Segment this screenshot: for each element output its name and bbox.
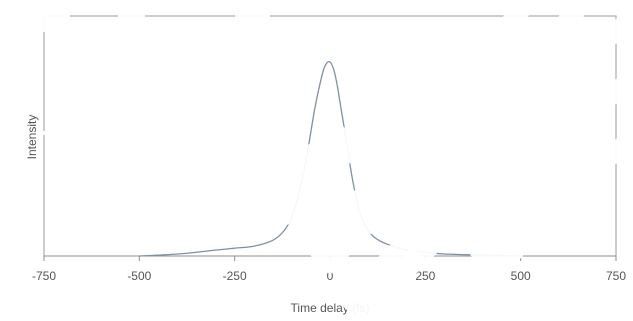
x-tick-label: -250 (223, 269, 247, 283)
x-tick-label: 0 (327, 269, 334, 283)
x-tick-labels: -750 -500 -250 0 250 500 750 (32, 269, 626, 283)
x-tick-label: 750 (606, 269, 626, 283)
x-tick-label: 500 (511, 269, 531, 283)
x-tick-label: 250 (415, 269, 435, 283)
x-tick-label: -500 (127, 269, 151, 283)
y-axis-label: Intensity (25, 115, 39, 160)
x-tick-label: -750 (32, 269, 56, 283)
